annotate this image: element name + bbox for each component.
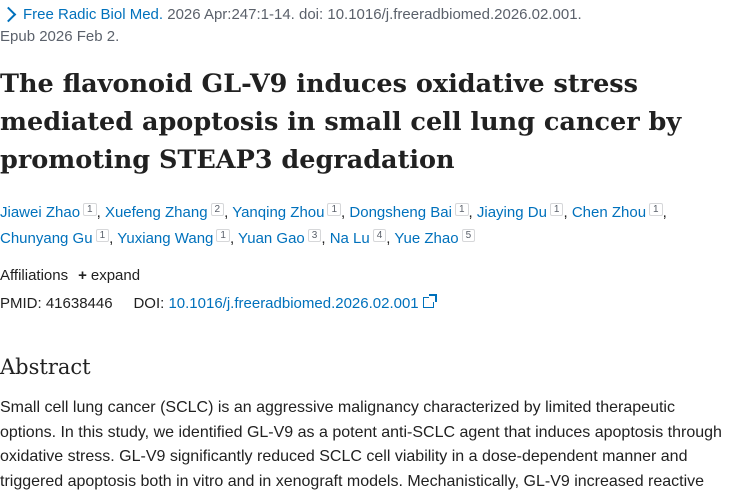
affiliation-number[interactable]: 3 [307,229,322,242]
author-link[interactable]: Yuxiang Wang 1 [117,229,230,247]
affiliations-label: Affiliations [0,267,69,284]
affiliation-number[interactable]: 1 [327,203,342,216]
pmid-label: PMID: [0,295,42,312]
affiliation-number[interactable]: 1 [649,203,663,216]
plus-icon[interactable]: + [78,267,87,284]
author-link[interactable]: Xuefeng Zhang 2 [105,203,225,221]
abstract-line: options. In this study, we identified GL… [0,423,722,441]
author-list: Jiawei Zhao 1, Xuefeng Zhang 2, Yanqing Zh… [0,203,667,247]
affiliation-number[interactable]: 1 [83,203,97,216]
pmid-value: 41638446 [45,295,113,312]
expand-label[interactable]: expand [90,267,141,284]
affiliations-toggle[interactable]: Affiliations + expand [0,265,140,287]
affiliation-number[interactable]: 2 [210,203,225,216]
external-link-icon [422,294,437,308]
title-line: promoting STEAP3 degradation [0,145,455,175]
author-link[interactable]: Dongsheng Bai 1 [349,203,469,221]
affiliation-number[interactable]: 4 [372,229,387,242]
author-link[interactable]: Jiaying Du 1 [477,203,564,221]
affiliation-number[interactable]: 1 [454,203,469,216]
identifiers: PMID: 41638446 DOI: 10.1016/j.freeradbio… [0,292,437,316]
author-link[interactable]: Chen Zhou 1 [572,203,663,221]
author-link[interactable]: Chunyang Gu 1 [0,229,110,247]
author-link[interactable]: Yanqing Zhou 1 [232,203,342,221]
doi-label: DOI: [133,295,165,312]
author-link[interactable]: Yuan Gao 3 [238,229,322,247]
author-link[interactable]: Jiawei Zhao 1 [0,203,97,221]
abstract-line: triggered apoptosis both in vitro and in… [0,472,705,490]
affiliation-number[interactable]: 5 [461,229,476,242]
abstract-line: oxidative stress. GL-V9 significantly re… [0,448,688,465]
doi-link[interactable]: 10.1016/j.freeradbiomed.2026.02.001 [168,294,437,312]
article-title: The flavonoid GL-V9 induces oxidative st… [0,65,750,179]
journal-link[interactable]: Free Radic Biol Med. [23,6,164,23]
abstract-text: Small cell lung cancer (SCLC) is an aggr… [0,396,750,494]
citation: Free Radic Biol Med. 2026 Apr:247:1-14. … [0,4,748,48]
abstract-line: Small cell lung cancer (SCLC) is an aggr… [0,399,675,416]
abstract-heading: Abstract [0,355,91,379]
affiliation-number[interactable]: 1 [549,203,564,216]
affiliation-number[interactable]: 1 [95,229,110,242]
citation-details: 2026 Apr:247:1-14. doi: 10.1016/j.freera… [163,6,582,23]
title-line: The flavonoid GL-V9 induces oxidative st… [0,69,639,99]
epub-date: Epub 2026 Feb 2. [0,28,120,45]
chevron-right-icon[interactable] [0,6,17,23]
title-line: mediated apoptosis in small cell lung ca… [0,107,682,137]
author-link[interactable]: Na Lu 4 [330,229,387,247]
affiliation-number[interactable]: 1 [216,229,230,242]
author-link[interactable]: Yue Zhao 5 [394,229,476,247]
